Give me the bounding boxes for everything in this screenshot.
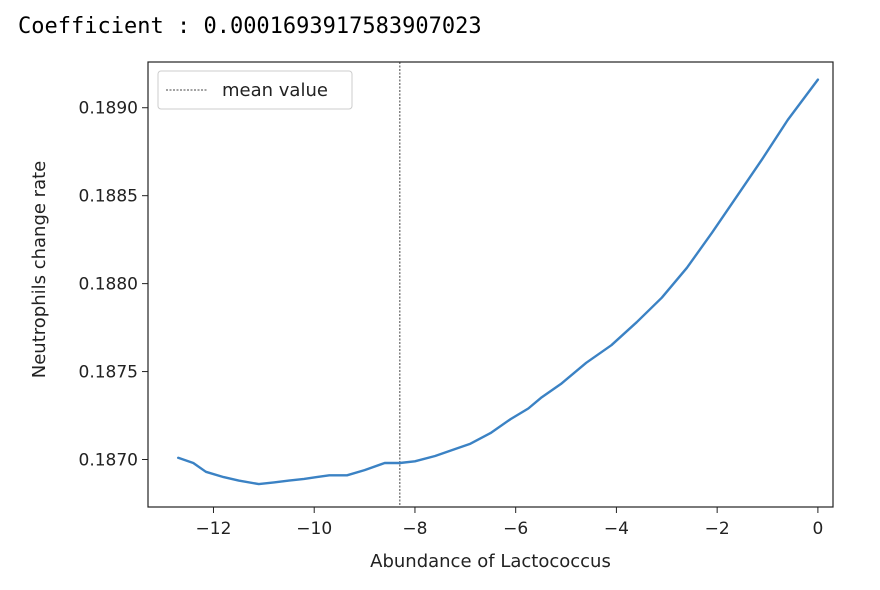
coefficient-value: 0.0001693917583907023 bbox=[203, 14, 482, 39]
x-tick-label: −8 bbox=[402, 519, 427, 539]
y-tick-label: 0.1885 bbox=[79, 187, 138, 207]
x-tick-label: −4 bbox=[604, 519, 629, 539]
x-tick-label: 0 bbox=[812, 519, 823, 539]
coefficient-readout: Coefficient : 0.0001693917583907023 bbox=[18, 14, 482, 39]
x-tick-label: −6 bbox=[503, 519, 528, 539]
x-tick-label: −10 bbox=[296, 519, 332, 539]
legend-label-mean-value: mean value bbox=[222, 80, 328, 101]
y-axis-label: Neutrophils change rate bbox=[29, 161, 50, 379]
y-tick-label: 0.1875 bbox=[79, 363, 138, 383]
y-tick-label: 0.1870 bbox=[79, 451, 138, 471]
legend-box bbox=[157, 70, 353, 110]
plot-frame bbox=[147, 61, 834, 508]
coefficient-label: Coefficient bbox=[18, 14, 164, 39]
legend: mean value bbox=[157, 70, 353, 110]
x-tick-label: −12 bbox=[196, 519, 232, 539]
ticks-layer: −12 −10 −8 −6 −4 −2 0 0.1870 0.1875 0.1880 0.1885 0… bbox=[79, 99, 824, 539]
series-line bbox=[177, 78, 820, 486]
y-tick-label: 0.1890 bbox=[79, 99, 138, 119]
x-axis-label: Abundance of Lactococcus bbox=[370, 551, 611, 572]
x-tick-label: −2 bbox=[705, 519, 730, 539]
marks-layer bbox=[177, 62, 820, 507]
y-tick-label: 0.1880 bbox=[79, 275, 138, 295]
coefficient-separator: : bbox=[163, 14, 204, 39]
